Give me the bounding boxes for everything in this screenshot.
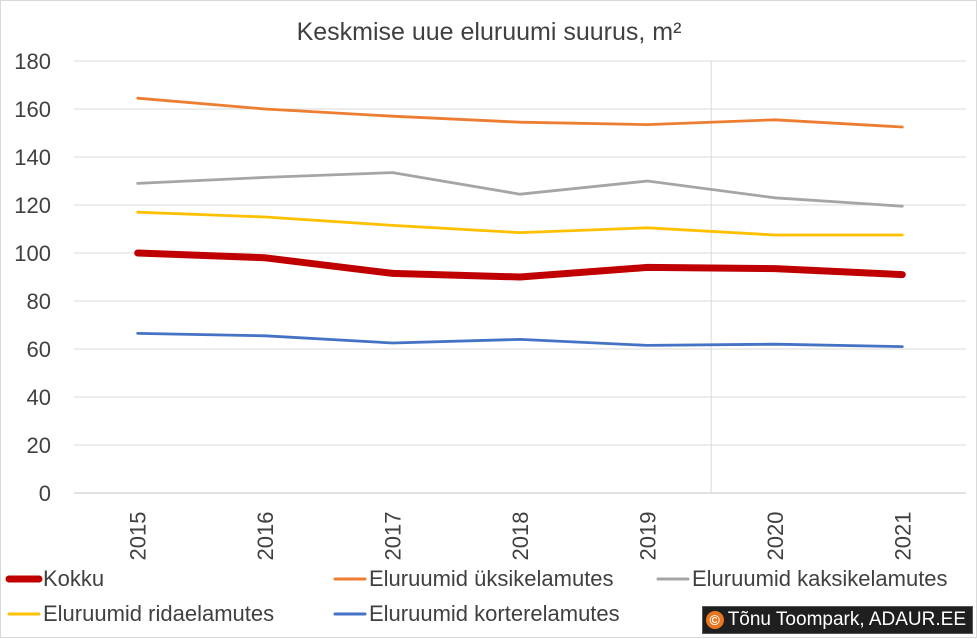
x-tick-label: 2017	[381, 512, 406, 561]
y-tick-label: 140	[14, 145, 51, 170]
credit-text: Tõnu Toompark, ADAUR.EE	[727, 609, 966, 630]
series-line-1	[136, 96, 904, 129]
legend: Kokku Eluruumid üksikelamutes Eluruumid ka…	[5, 566, 948, 626]
legend-label: Eluruumid üksikelamutes	[369, 566, 614, 591]
y-tick-label: 180	[14, 49, 51, 74]
y-axis-ticks: 0 20 40 60 80 100 120 140 160 180	[14, 49, 51, 506]
x-axis-ticks: 2015 2016 2017 2018 2019 2020 2021	[126, 512, 916, 561]
x-tick-label: 2015	[126, 512, 151, 561]
y-tick-label: 20	[27, 433, 51, 458]
chart-title: Keskmise uue eluruumi suurus, m²	[297, 18, 682, 46]
y-tick-label: 100	[14, 241, 51, 266]
series-line-4	[136, 331, 904, 349]
y-tick-label: 80	[27, 289, 51, 314]
legend-label: Eluruumid korterelamutes	[369, 601, 620, 626]
series-line-0	[134, 249, 906, 281]
x-tick-label: 2021	[890, 512, 915, 561]
series-line-3	[136, 210, 904, 237]
y-tick-label: 160	[14, 97, 51, 122]
x-tick-label: 2016	[253, 512, 278, 561]
copyright-icon: ©	[705, 611, 724, 629]
series-line-2	[136, 171, 904, 208]
legend-label: Eluruumid kaksikelamutes	[692, 566, 948, 591]
x-tick-label: 2019	[635, 512, 660, 561]
y-tick-label: 120	[14, 193, 51, 218]
legend-label: Kokku	[43, 566, 104, 591]
y-tick-label: 40	[27, 385, 51, 410]
legend-label: Eluruumid ridaelamutes	[43, 601, 274, 626]
y-tick-label: 60	[27, 337, 51, 362]
credit-badge: © Tõnu Toompark, ADAUR.EE	[701, 606, 973, 634]
series-lines	[134, 96, 906, 349]
x-tick-label: 2020	[763, 512, 788, 561]
y-tick-label: 0	[39, 481, 51, 506]
x-tick-label: 2018	[508, 512, 533, 561]
